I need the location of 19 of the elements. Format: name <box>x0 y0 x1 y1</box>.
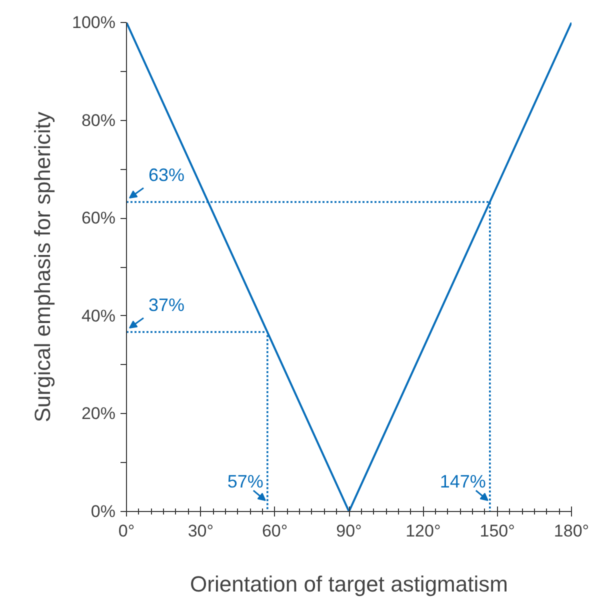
y-tick-label: 100% <box>72 13 116 32</box>
x-tick-label: 90° <box>336 522 362 540</box>
x-tick-label: 120° <box>406 522 441 540</box>
annotation: 147% <box>440 472 486 492</box>
annotation: 57% <box>227 472 264 492</box>
y-tick-label: 80% <box>81 110 116 130</box>
y-tick-label: 20% <box>81 404 116 424</box>
y-tick-label: 60% <box>81 208 116 228</box>
y-tick-label: 0% <box>90 502 116 521</box>
annotation: 37% <box>148 295 185 316</box>
x-tick-label: 150° <box>480 522 515 540</box>
y-tick-label: 40% <box>81 306 116 326</box>
x-tick-label: 0° <box>118 522 135 540</box>
x-tick-label: 30° <box>188 522 214 540</box>
x-tick-label: 60° <box>262 522 288 540</box>
x-axis-title: Orientation of target astigmatism <box>190 572 508 596</box>
y-axis-title: Surgical emphasis for sphericity <box>30 112 56 422</box>
annotation: 63% <box>148 164 185 185</box>
x-tick-label: 180° <box>554 522 590 540</box>
